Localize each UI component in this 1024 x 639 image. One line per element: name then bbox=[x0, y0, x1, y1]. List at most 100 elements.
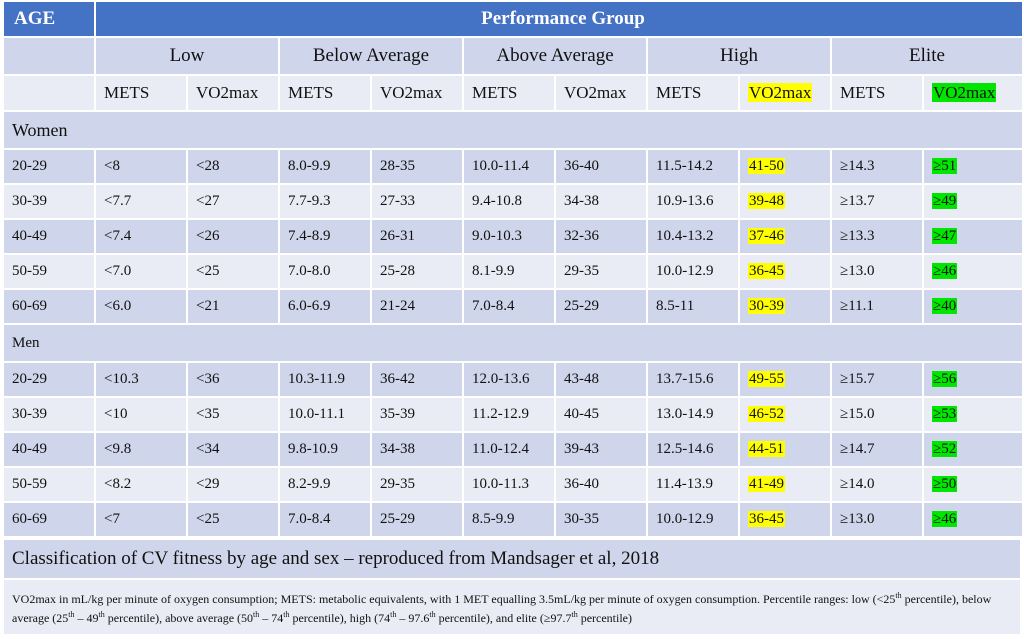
age-cell: 20-29 bbox=[2, 361, 96, 398]
value-cell: 29-35 bbox=[370, 466, 464, 503]
high-vo2max-highlight: 30-39 bbox=[748, 298, 785, 314]
value-cell: 39-43 bbox=[554, 431, 648, 468]
high-vo2max-highlight: 44-51 bbox=[748, 441, 785, 457]
value-cell: 10.0-11.3 bbox=[462, 466, 556, 503]
value-cell: ≥47 bbox=[922, 218, 1024, 255]
value-cell: ≥15.7 bbox=[830, 361, 924, 398]
high-vo2max-highlight: 36-45 bbox=[748, 263, 785, 279]
section-row: Women bbox=[2, 110, 1024, 150]
subheader-blank bbox=[2, 74, 96, 112]
elite-vo2max-highlight: ≥49 bbox=[932, 193, 958, 209]
elite-vo2max-highlight: ≥52 bbox=[932, 441, 958, 457]
age-header: AGE bbox=[2, 0, 96, 38]
high-vo2max-highlight: VO2max bbox=[748, 83, 813, 102]
high-vo2max-header: VO2max bbox=[738, 74, 832, 112]
footnote-row: VO2max in mL/kg per minute of oxygen con… bbox=[2, 578, 1022, 636]
value-cell: ≥50 bbox=[922, 466, 1024, 503]
value-cell: <21 bbox=[186, 288, 280, 325]
footnote-sup: th bbox=[390, 610, 397, 619]
high-vo2max-highlight: 39-48 bbox=[748, 193, 785, 209]
subheader-row: METS VO2max METS VO2max METS VO2max METS… bbox=[2, 74, 1024, 112]
value-cell: 49-55 bbox=[738, 361, 832, 398]
group-blank bbox=[2, 36, 96, 76]
value-cell: 12.5-14.6 bbox=[646, 431, 740, 468]
value-cell: <36 bbox=[186, 361, 280, 398]
value-cell: <6.0 bbox=[94, 288, 188, 325]
value-cell: 36-40 bbox=[554, 148, 648, 185]
value-cell: ≥15.0 bbox=[830, 396, 924, 433]
value-cell: ≥13.0 bbox=[830, 501, 924, 538]
value-cell: ≥40 bbox=[922, 288, 1024, 325]
value-cell: ≥46 bbox=[922, 253, 1024, 290]
value-cell: 30-39 bbox=[738, 288, 832, 325]
value-cell: 25-28 bbox=[370, 253, 464, 290]
value-cell: 40-45 bbox=[554, 396, 648, 433]
footnote-aa-mid: – 74 bbox=[259, 611, 284, 625]
value-cell: 9.8-10.9 bbox=[278, 431, 372, 468]
value-cell: 6.0-6.9 bbox=[278, 288, 372, 325]
value-cell: ≥56 bbox=[922, 361, 1024, 398]
value-cell: 25-29 bbox=[554, 288, 648, 325]
group-elite: Elite bbox=[830, 36, 1024, 76]
caption-text: Classification of CV fitness by age and … bbox=[2, 538, 1022, 580]
value-cell: 27-33 bbox=[370, 183, 464, 220]
value-cell: 10.0-12.9 bbox=[646, 501, 740, 538]
footnote-ba-mid: – 49 bbox=[74, 611, 99, 625]
value-cell: 10.4-13.2 bbox=[646, 218, 740, 255]
value-cell: ≥13.0 bbox=[830, 253, 924, 290]
group-low: Low bbox=[94, 36, 280, 76]
above-average-mets-header: METS bbox=[462, 74, 556, 112]
below-average-vo2max-header: VO2max bbox=[370, 74, 464, 112]
value-cell: 10.0-11.1 bbox=[278, 396, 372, 433]
low-vo2max-header: VO2max bbox=[186, 74, 280, 112]
value-cell: <8.2 bbox=[94, 466, 188, 503]
value-cell: 7.0-8.4 bbox=[278, 501, 372, 538]
elite-vo2max-highlight: ≥53 bbox=[932, 406, 958, 422]
footnote-sup: th bbox=[283, 610, 290, 619]
value-cell: 26-31 bbox=[370, 218, 464, 255]
footnote-ba-end: percentile), above average (50 bbox=[104, 611, 254, 625]
table-row: 30-39 <10 <35 10.0-11.1 35-39 11.2-12.9 40-45 1… bbox=[2, 396, 1024, 433]
elite-vo2max-highlight: VO2max bbox=[932, 83, 997, 102]
value-cell: <9.8 bbox=[94, 431, 188, 468]
value-cell: 7.0-8.4 bbox=[462, 288, 556, 325]
value-cell: 41-49 bbox=[738, 466, 832, 503]
table-row: 40-49 <9.8 <34 9.8-10.9 34-38 11.0-12.4 39-43 1… bbox=[2, 431, 1024, 468]
high-vo2max-highlight: 41-50 bbox=[748, 158, 785, 174]
value-cell: <7.0 bbox=[94, 253, 188, 290]
value-cell: <25 bbox=[186, 501, 280, 538]
value-cell: <26 bbox=[186, 218, 280, 255]
fitness-classification-table: AGE Performance Group Low Below Average … bbox=[2, 0, 1024, 538]
footnote-intro: VO2max in mL/kg per minute of oxygen con… bbox=[12, 592, 896, 606]
value-cell: ≥52 bbox=[922, 431, 1024, 468]
value-cell: <29 bbox=[186, 466, 280, 503]
value-cell: <7.4 bbox=[94, 218, 188, 255]
value-cell: 36-45 bbox=[738, 501, 832, 538]
footnote-sup: th bbox=[68, 610, 75, 619]
value-cell: ≥14.7 bbox=[830, 431, 924, 468]
value-cell: <28 bbox=[186, 148, 280, 185]
high-vo2max-highlight: 49-55 bbox=[748, 371, 785, 387]
value-cell: <34 bbox=[186, 431, 280, 468]
value-cell: 32-36 bbox=[554, 218, 648, 255]
value-cell: <25 bbox=[186, 253, 280, 290]
value-cell: 10.3-11.9 bbox=[278, 361, 372, 398]
footnote-sup: th bbox=[253, 610, 260, 619]
footnote-sup: th bbox=[571, 610, 578, 619]
above-average-vo2max-header: VO2max bbox=[554, 74, 648, 112]
value-cell: <35 bbox=[186, 396, 280, 433]
value-cell: 44-51 bbox=[738, 431, 832, 468]
value-cell: 46-52 bbox=[738, 396, 832, 433]
value-cell: 11.5-14.2 bbox=[646, 148, 740, 185]
elite-vo2max-highlight: ≥46 bbox=[932, 263, 958, 279]
value-cell: ≥46 bbox=[922, 501, 1024, 538]
age-cell: 30-39 bbox=[2, 396, 96, 433]
value-cell: <27 bbox=[186, 183, 280, 220]
value-cell: ≥14.0 bbox=[830, 466, 924, 503]
caption-table: Classification of CV fitness by age and … bbox=[2, 538, 1022, 636]
value-cell: 9.4-10.8 bbox=[462, 183, 556, 220]
value-cell: 11.4-13.9 bbox=[646, 466, 740, 503]
value-cell: 36-45 bbox=[738, 253, 832, 290]
value-cell: <7.7 bbox=[94, 183, 188, 220]
value-cell: 8.5-11 bbox=[646, 288, 740, 325]
